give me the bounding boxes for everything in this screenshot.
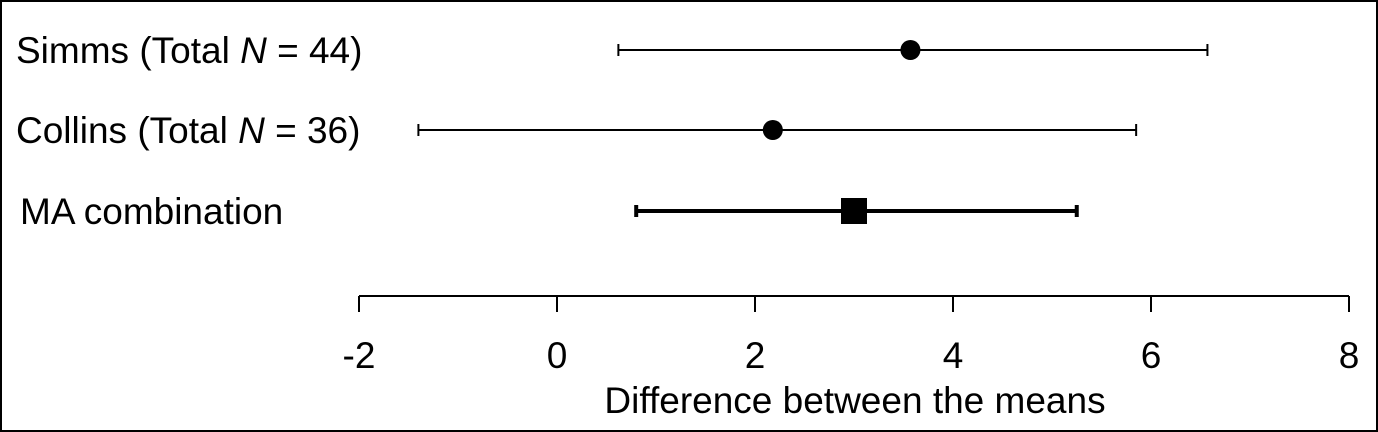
study-label-suffix: = 44) bbox=[267, 30, 363, 71]
study-label-prefix: Simms (Total bbox=[16, 30, 240, 71]
study-label-prefix: Collins (Total bbox=[16, 110, 238, 151]
x-axis-label: Difference between the means bbox=[604, 380, 1105, 421]
study-label-prefix: MA combination bbox=[20, 191, 283, 232]
study-row: Collins (Total N = 36) bbox=[16, 110, 1138, 151]
x-tick-label: 2 bbox=[745, 335, 766, 376]
study-row: MA combination bbox=[20, 191, 1079, 232]
study-label: Simms (Total N = 44) bbox=[16, 30, 362, 71]
point-estimate-marker bbox=[900, 40, 921, 60]
x-axis: -2 0 2 4 6 8 bbox=[343, 295, 1360, 376]
x-tick-label: 8 bbox=[1339, 335, 1360, 376]
x-axis-ticks: -2 0 2 4 6 8 bbox=[343, 296, 1360, 376]
study-label: MA combination bbox=[20, 191, 283, 232]
study-label-n: N bbox=[240, 30, 267, 71]
x-tick-label: 4 bbox=[943, 335, 964, 376]
pooled-estimate-marker bbox=[841, 198, 867, 224]
point-estimate-marker bbox=[762, 120, 783, 140]
x-tick-label: -2 bbox=[343, 335, 376, 376]
x-tick-label: 6 bbox=[1141, 335, 1162, 376]
study-row: Simms (Total N = 44) bbox=[16, 30, 1209, 71]
study-label-suffix: = 36) bbox=[265, 110, 361, 151]
study-label: Collins (Total N = 36) bbox=[16, 110, 360, 151]
study-rows: Simms (Total N = 44) Collins (Total N = 3… bbox=[16, 30, 1209, 232]
study-label-n: N bbox=[238, 110, 265, 151]
x-tick-label: 0 bbox=[547, 335, 568, 376]
